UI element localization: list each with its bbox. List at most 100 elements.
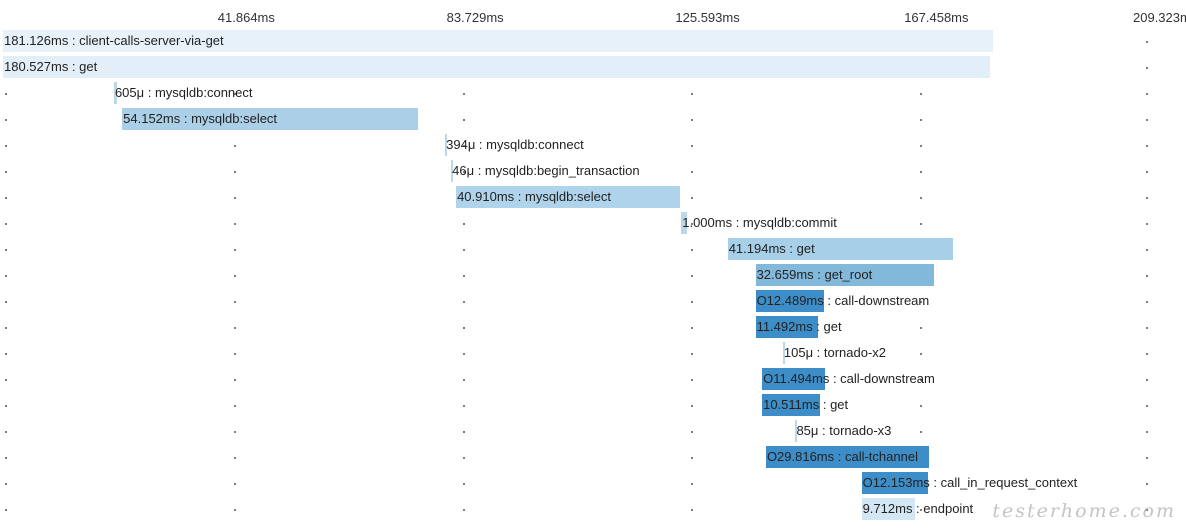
- grid-dot: [233, 379, 236, 381]
- grid-dot: [920, 197, 923, 199]
- span-bar[interactable]: [861, 498, 915, 520]
- grid-dot: [691, 145, 694, 147]
- span-label[interactable]: 9.712ms : endpoint: [862, 501, 974, 516]
- span-bar[interactable]: [795, 420, 798, 442]
- span-bar[interactable]: [727, 238, 953, 260]
- grid-dot: [691, 327, 694, 329]
- grid-dot: [462, 249, 465, 251]
- grid-dot: [233, 275, 236, 277]
- grid-dot: [462, 275, 465, 277]
- span-label[interactable]: O11.494ms : call-downstream: [763, 371, 935, 386]
- grid-dot: [5, 171, 7, 173]
- grid-dot: [1146, 327, 1148, 329]
- grid-dot: [233, 405, 236, 407]
- span-label[interactable]: 41.194ms : get: [728, 241, 815, 256]
- grid-dot: [920, 171, 923, 173]
- grid-dot: [462, 353, 465, 355]
- grid-dot: [5, 145, 7, 147]
- grid-dot: [691, 223, 694, 225]
- grid-dot: [462, 509, 465, 511]
- grid-dot: [462, 457, 465, 459]
- span-label[interactable]: 105μ : tornado-x2: [783, 345, 887, 360]
- axis-tick-label: 41.864ms: [217, 10, 275, 25]
- grid-dot: [691, 457, 694, 459]
- span-label[interactable]: 46μ : mysqldb:begin_transaction: [452, 163, 640, 178]
- span-bar[interactable]: [3, 56, 990, 78]
- grid-dot: [233, 301, 236, 303]
- grid-dot: [920, 327, 923, 329]
- grid-dot: [1146, 119, 1148, 121]
- grid-dot: [5, 457, 7, 459]
- grid-dot: [1146, 509, 1148, 511]
- grid-dot: [691, 171, 694, 173]
- grid-dot: [691, 93, 694, 95]
- span-label[interactable]: 605μ : mysqldb:connect: [114, 85, 253, 100]
- grid-dot: [462, 145, 465, 147]
- span-label[interactable]: 40.910ms : mysqldb:select: [457, 189, 611, 204]
- grid-dot: [233, 509, 236, 511]
- grid-dot: [5, 119, 7, 121]
- grid-dot: [1146, 67, 1148, 69]
- grid-dot: [691, 483, 694, 485]
- grid-dot: [5, 275, 7, 277]
- grid-dot: [691, 509, 694, 511]
- grid-dot: [462, 93, 465, 95]
- span-bar[interactable]: [755, 316, 819, 338]
- grid-dot: [691, 353, 694, 355]
- span-label[interactable]: 32.659ms : get_root: [756, 267, 873, 282]
- grid-dot: [691, 379, 694, 381]
- grid-dot: [233, 223, 236, 225]
- grid-dot: [462, 379, 465, 381]
- span-bar[interactable]: [782, 342, 785, 364]
- span-label[interactable]: O12.489ms : call-downstream: [756, 293, 930, 308]
- grid-dot: [920, 301, 923, 303]
- grid-dot: [462, 327, 465, 329]
- span-bar[interactable]: [113, 82, 118, 104]
- grid-dot: [920, 119, 923, 121]
- grid-dot: [920, 223, 923, 225]
- grid-dot: [5, 379, 7, 381]
- span-bar[interactable]: [762, 368, 825, 390]
- span-label[interactable]: 10.511ms : get: [763, 397, 849, 412]
- span-bar[interactable]: [681, 212, 687, 234]
- grid-dot: [233, 145, 236, 147]
- axis-tick-label: 125.593ms: [675, 10, 740, 25]
- span-label[interactable]: 85μ : tornado-x3: [796, 423, 892, 438]
- grid-dot: [691, 119, 694, 121]
- grid-dot: [233, 171, 236, 173]
- span-bar[interactable]: [861, 472, 928, 494]
- span-label[interactable]: O12.153ms : call_in_request_context: [862, 475, 1078, 490]
- span-label[interactable]: 394μ : mysqldb:connect: [446, 137, 584, 152]
- grid-dot: [691, 405, 694, 407]
- span-label[interactable]: 11.492ms : get: [756, 319, 842, 334]
- grid-dot: [1146, 249, 1148, 251]
- grid-dot: [462, 119, 465, 121]
- grid-dot: [1146, 405, 1148, 407]
- span-bar[interactable]: [451, 160, 454, 182]
- span-bar[interactable]: [456, 186, 680, 208]
- grid-dot: [691, 301, 694, 303]
- grid-dot: [233, 457, 236, 459]
- grid-dot: [920, 431, 923, 433]
- grid-dot: [5, 197, 7, 199]
- span-label[interactable]: O29.816ms : call-tchannel: [766, 449, 918, 464]
- grid-dot: [233, 327, 236, 329]
- grid-dot: [1146, 145, 1148, 147]
- span-bar[interactable]: [3, 30, 993, 52]
- span-bar[interactable]: [755, 290, 824, 312]
- span-bar[interactable]: [122, 108, 419, 130]
- span-bar[interactable]: [762, 394, 820, 416]
- span-bar[interactable]: [755, 264, 935, 286]
- grid-dot: [691, 431, 694, 433]
- grid-dot: [5, 431, 7, 433]
- span-bar[interactable]: [445, 134, 448, 156]
- axis-tick-label: 83.729ms: [446, 10, 504, 25]
- span-bar[interactable]: [765, 446, 929, 468]
- grid-dot: [5, 327, 7, 329]
- span-label[interactable]: 54.152ms : mysqldb:select: [123, 111, 278, 126]
- grid-dot: [233, 197, 236, 199]
- span-label[interactable]: 1.000ms : mysqldb:commit: [682, 215, 837, 230]
- span-label[interactable]: 181.126ms : client-calls-server-via-get: [4, 33, 224, 48]
- grid-dot: [233, 249, 236, 251]
- span-label[interactable]: 180.527ms : get: [4, 59, 98, 74]
